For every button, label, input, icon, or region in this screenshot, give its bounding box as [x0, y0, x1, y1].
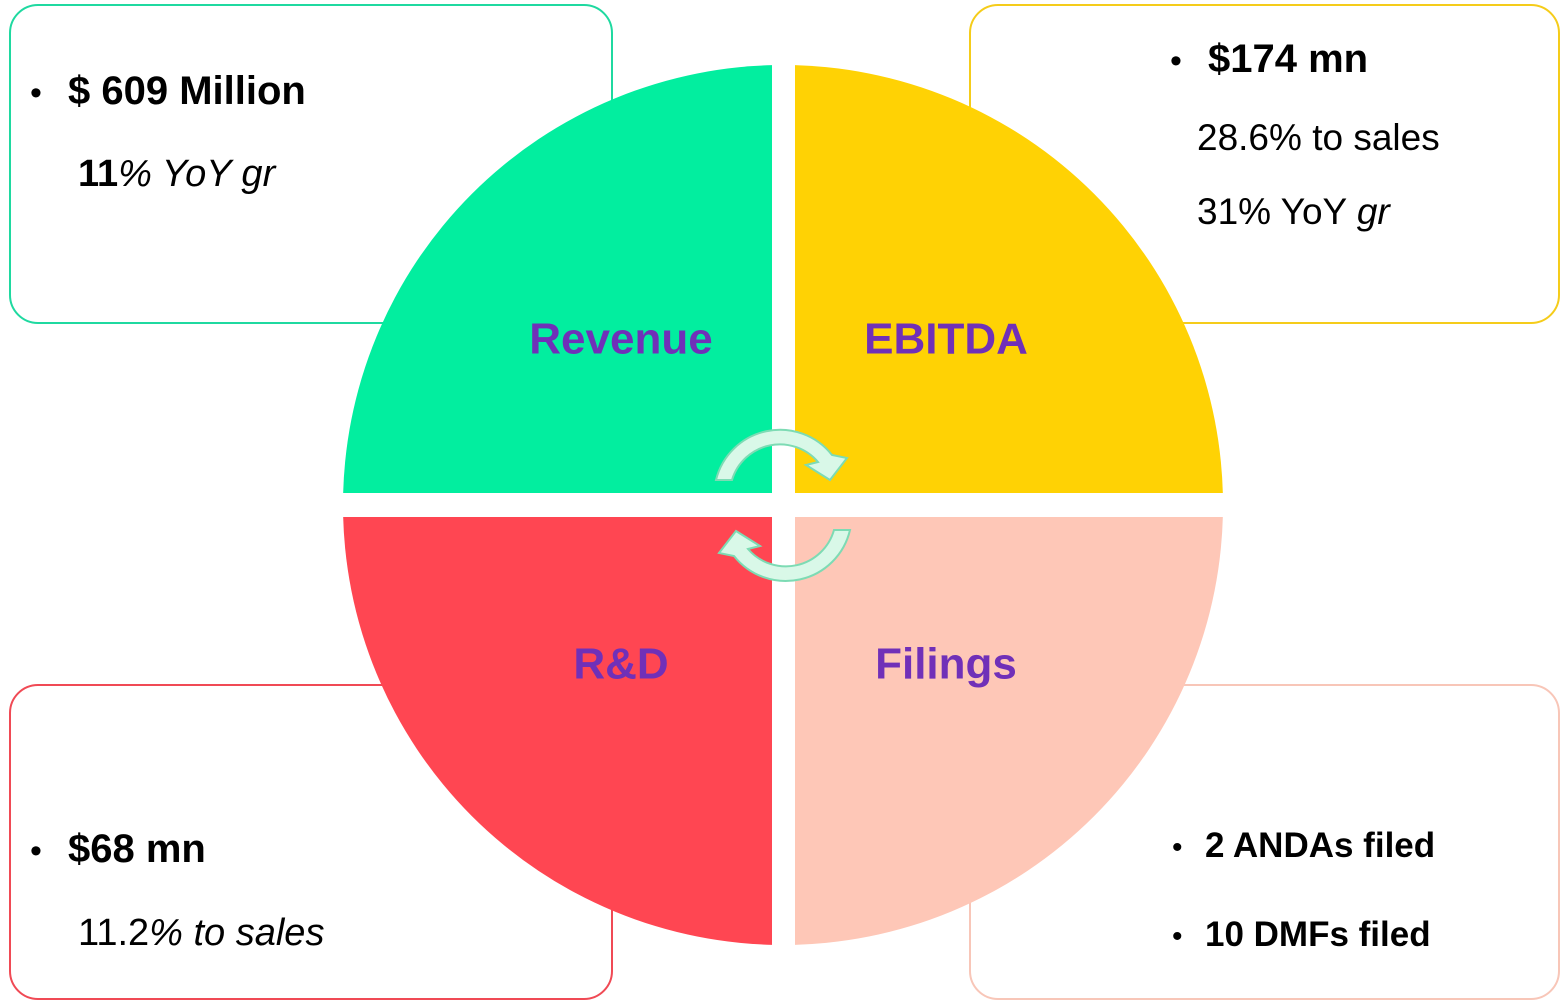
detail: 28.6% to sales: [1197, 117, 1440, 158]
metric: $174 mn: [1208, 37, 1368, 81]
quadrant-label: R&D: [573, 640, 668, 689]
bullet: •: [1172, 920, 1183, 953]
detail-text: 11: [78, 153, 118, 195]
metric-text: $68 mn: [68, 827, 206, 871]
cycle-arrows: [714, 428, 852, 582]
bullet: •: [1170, 42, 1182, 80]
revenue-quadrant: [343, 65, 772, 493]
ebitda-quadrant: [795, 65, 1223, 493]
metric-text: $ 609 Million: [68, 69, 306, 113]
bullet: •: [30, 832, 42, 870]
detail-text: gr: [1357, 191, 1392, 232]
metric: $ 609 Million: [68, 69, 306, 113]
rd-quadrant: [343, 517, 772, 945]
bullet: •: [30, 74, 42, 112]
detail-text: % YoY gr: [118, 153, 276, 195]
detail: 31% YoY gr: [1197, 191, 1391, 232]
bullet: •: [1172, 831, 1183, 864]
quadrant-label: Revenue: [529, 315, 712, 364]
quadrant-label: Filings: [875, 640, 1017, 689]
detail: 11% YoY gr: [78, 153, 277, 195]
detail-text: 31% YoY: [1197, 191, 1357, 232]
detail: 11.2% to sales: [78, 912, 324, 954]
metric: 2 ANDAs filed: [1205, 826, 1435, 865]
metric: $68 mn: [68, 827, 206, 871]
detail-text: 11.2: [78, 912, 149, 954]
metric-text: 2 ANDAs filed: [1205, 826, 1435, 865]
detail-text: % to sales: [149, 912, 324, 954]
metric: 10 DMFs filed: [1205, 915, 1431, 954]
metric-text: 10 DMFs filed: [1205, 915, 1431, 954]
filings-quadrant: [795, 517, 1223, 945]
quadrant-label: EBITDA: [864, 315, 1028, 364]
metric-text: $174 mn: [1208, 37, 1368, 81]
detail-text: 28.6% to sales: [1197, 117, 1440, 158]
